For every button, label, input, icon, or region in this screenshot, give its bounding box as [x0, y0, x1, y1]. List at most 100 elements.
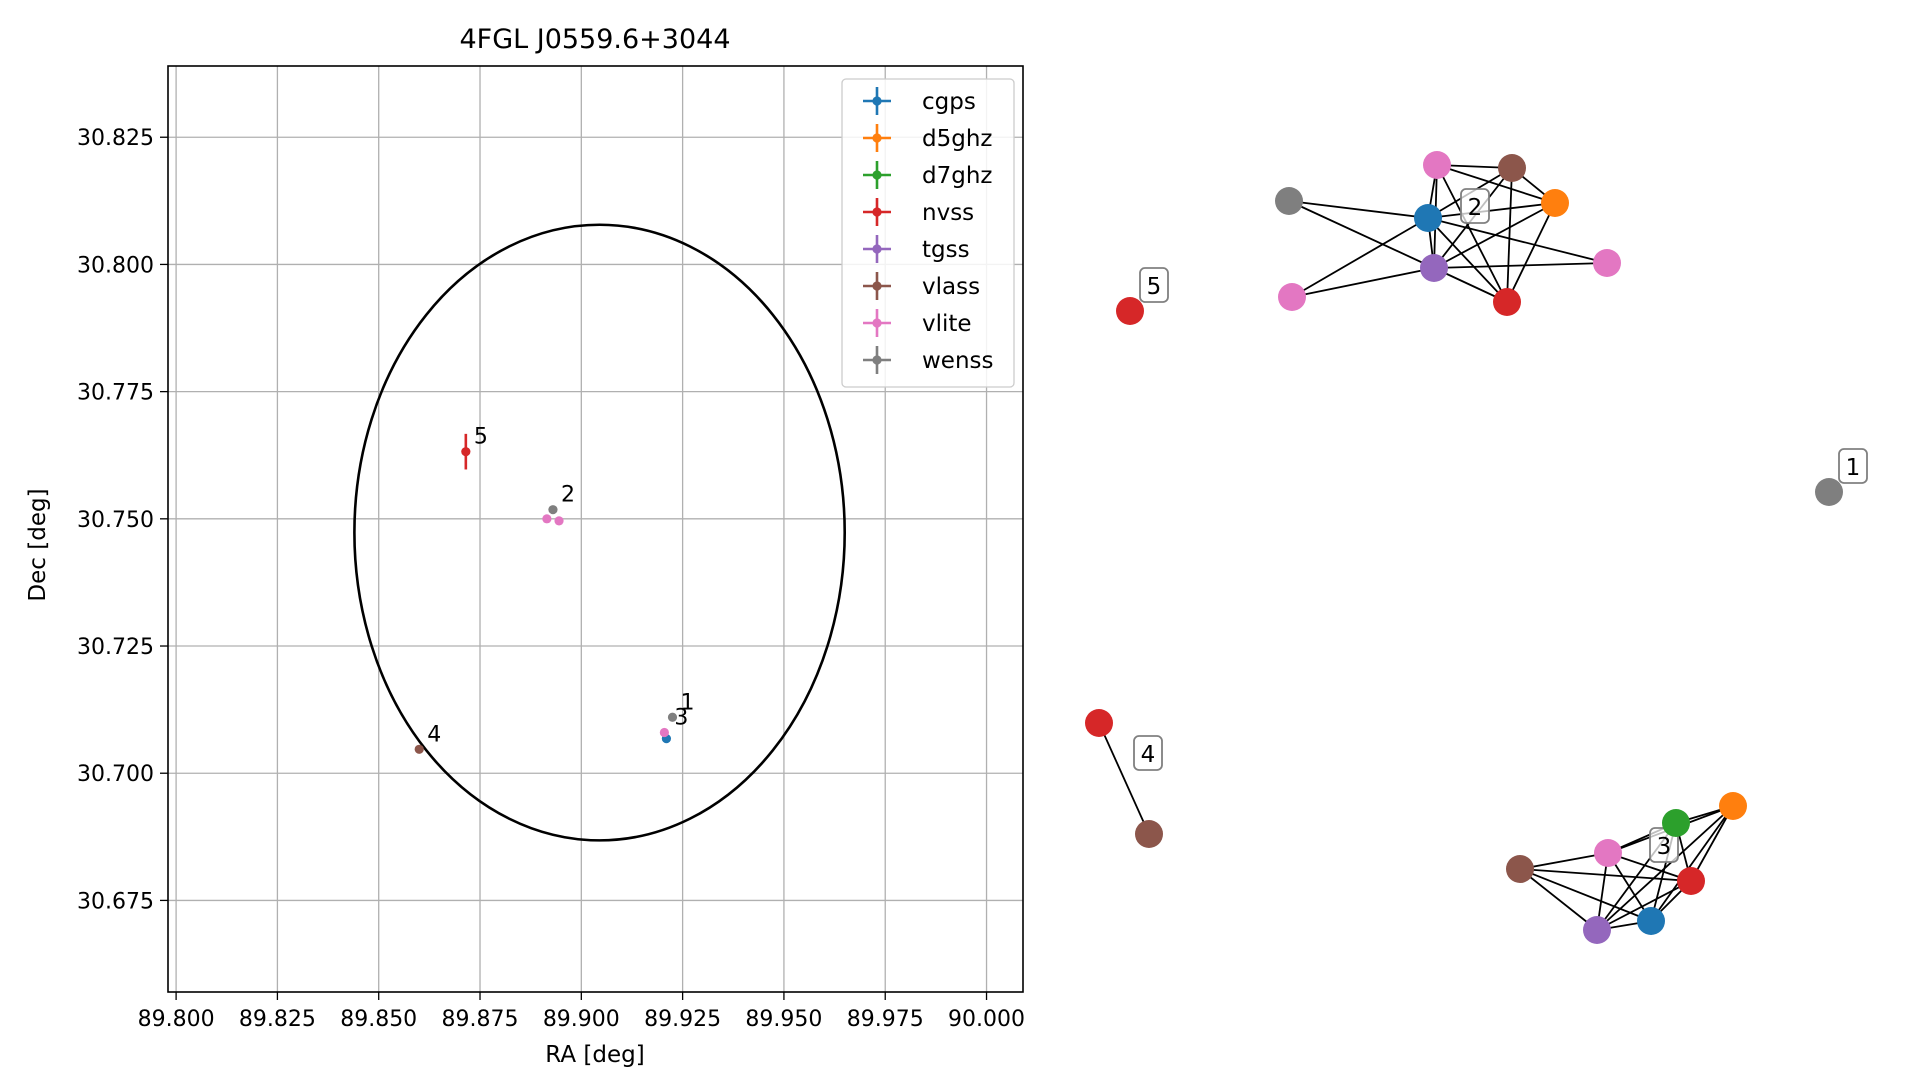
legend-marker-tgss [872, 244, 882, 254]
x-axis-ticks: 89.800 89.825 89.850 89.875 89.900 89.925 89.9… [138, 992, 1025, 1032]
graph-node [1593, 249, 1621, 277]
graph-node [1498, 154, 1526, 182]
graph-edge [1690, 805, 1734, 882]
graph-edge [1288, 200, 1435, 269]
x-tick-label: 89.950 [745, 1007, 822, 1032]
graph-node [1662, 809, 1690, 837]
graph-edge [1427, 217, 1608, 264]
plot-frame [167, 65, 1024, 993]
graph-edge [1596, 880, 1692, 931]
scatter-plot: 4FGL J0559.6+3044 RA [deg] Dec [deg] 1 2 3… [25, 24, 1025, 1068]
x-tick-label: 90.000 [948, 1007, 1025, 1032]
legend-label-vlass: vlass [922, 274, 980, 300]
graph-node [1275, 187, 1303, 215]
point-label: 1 [680, 690, 694, 715]
cluster-edges [1288, 164, 1608, 303]
x-axis-label: RA [deg] [545, 1042, 644, 1068]
chart-title: 4FGL J0559.6+3044 [459, 24, 730, 55]
y-tick-label: 30.675 [77, 889, 154, 914]
legend-label-d7ghz: d7ghz [922, 163, 992, 189]
graph-edge [1519, 868, 1598, 931]
cluster-label-box [1838, 448, 1868, 484]
graph-node [1420, 254, 1448, 282]
cluster-label-box [1133, 735, 1163, 771]
graph-edge [1291, 217, 1429, 298]
graph-node [1637, 907, 1665, 935]
graph-edge [1519, 852, 1609, 870]
graph-node [1594, 839, 1622, 867]
legend-marker-wenss [872, 355, 882, 365]
y-tick-label: 30.825 [77, 126, 154, 151]
x-tick-label: 89.900 [543, 1007, 620, 1032]
cluster-5: 5 [1116, 267, 1169, 325]
vlite-point [554, 516, 564, 526]
cluster-1: 1 [1815, 448, 1868, 506]
point-label: 2 [561, 483, 575, 508]
legend-label-d5ghz: d5ghz [922, 126, 992, 152]
graph-edge [1436, 164, 1556, 204]
y-tick-label: 30.775 [77, 381, 154, 406]
graph-edge [1519, 868, 1692, 882]
graph-edge [1650, 805, 1734, 922]
graph-node [1583, 916, 1611, 944]
legend-marker-d7ghz [872, 170, 882, 180]
cluster-label: 3 [1657, 834, 1672, 860]
cluster-label: 5 [1147, 274, 1162, 300]
graph-node [1506, 855, 1534, 883]
y-axis-ticks: 30.675 30.700 30.725 30.750 30.775 30.800 30.8… [77, 126, 168, 914]
x-tick-label: 89.975 [847, 1007, 924, 1032]
network-graph: 2 5 1 4 3 [1085, 151, 1868, 944]
cluster-3: 3 [1506, 792, 1747, 944]
legend-marker-d5ghz [872, 133, 882, 143]
graph-node [1815, 478, 1843, 506]
cluster-label-box [1139, 267, 1169, 303]
error-ellipse [353, 223, 847, 842]
y-tick-label: 30.750 [77, 508, 154, 533]
vlite-point [542, 514, 552, 524]
graph-edge [1436, 164, 1508, 303]
cluster-label: 4 [1141, 742, 1156, 768]
graph-edge [1288, 200, 1429, 219]
legend-label-tgss: tgss [922, 237, 970, 263]
legend-marker-vlite [872, 318, 882, 328]
graph-edge [1433, 262, 1608, 269]
graph-node [1719, 792, 1747, 820]
legend-label-vlite: vlite [922, 311, 972, 337]
legend-label-wenss: wenss [922, 348, 994, 374]
x-tick-label: 89.925 [644, 1007, 721, 1032]
legend-label-cgps: cgps [922, 89, 976, 115]
graph-node [1423, 151, 1451, 179]
cluster-2: 2 [1275, 151, 1621, 316]
point-label: 5 [474, 425, 488, 450]
graph-node [1541, 189, 1569, 217]
graph-edge [1098, 722, 1150, 835]
y-axis-label: Dec [deg] [25, 488, 51, 601]
cluster-label: 1 [1846, 455, 1861, 481]
uncertainty-ellipse [353, 223, 847, 842]
point-label: 4 [427, 722, 441, 747]
graph-edge [1607, 852, 1692, 882]
graph-node [1116, 297, 1144, 325]
graph-node [1135, 820, 1163, 848]
grid-lines [168, 66, 1023, 992]
cluster-label-box [1460, 188, 1490, 224]
point-annotations: 1 2 3 4 5 [427, 425, 694, 748]
nvss-point [461, 447, 471, 457]
vlass-point [414, 744, 424, 754]
legend-marker-nvss [872, 207, 882, 217]
graph-node [1493, 288, 1521, 316]
graph-node [1677, 867, 1705, 895]
data-points [414, 433, 678, 754]
legend-box [841, 78, 1015, 388]
graph-edge [1506, 167, 1513, 303]
cluster-label: 2 [1468, 195, 1483, 221]
y-tick-label: 30.725 [77, 635, 154, 660]
x-tick-label: 89.850 [340, 1007, 417, 1032]
point-label: 3 [674, 706, 688, 731]
wenss-point [548, 505, 558, 515]
graph-edge [1427, 217, 1508, 303]
legend-marker-vlass [872, 281, 882, 291]
y-tick-label: 30.700 [77, 762, 154, 787]
legend-label-nvss: nvss [922, 200, 974, 226]
graph-node [1414, 204, 1442, 232]
